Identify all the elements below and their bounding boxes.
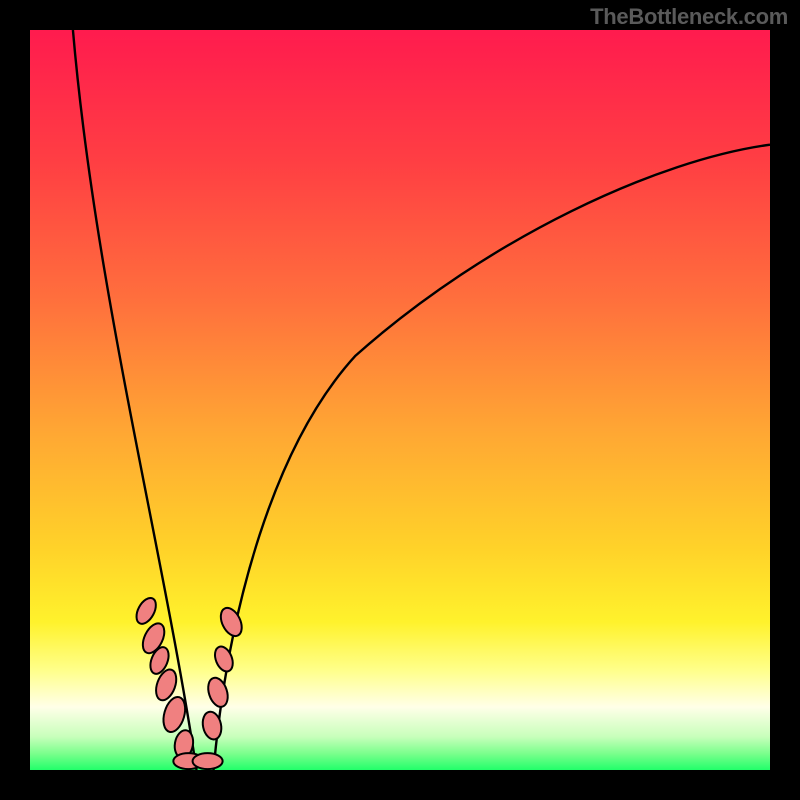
chart-container: TheBottleneck.com (0, 0, 800, 800)
marker-bottom-1 (193, 753, 223, 769)
gradient-background (30, 30, 770, 770)
bottleneck-chart (0, 0, 800, 800)
attribution-text: TheBottleneck.com (590, 4, 788, 30)
